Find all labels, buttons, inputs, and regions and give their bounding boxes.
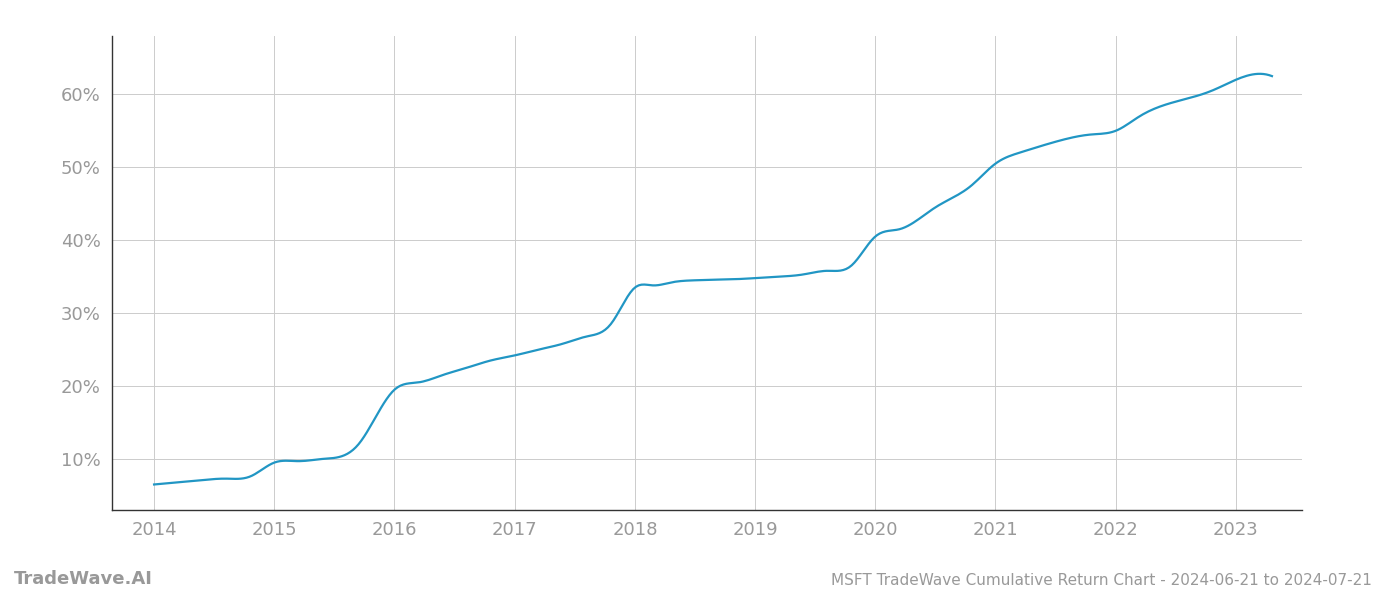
Text: MSFT TradeWave Cumulative Return Chart - 2024-06-21 to 2024-07-21: MSFT TradeWave Cumulative Return Chart -… [832,573,1372,588]
Text: TradeWave.AI: TradeWave.AI [14,570,153,588]
